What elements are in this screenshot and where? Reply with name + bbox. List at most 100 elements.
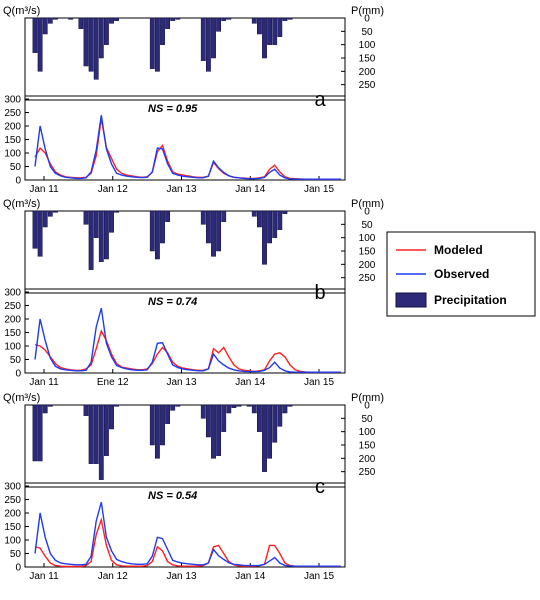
precip-bar xyxy=(109,17,114,24)
ns-annotation: NS = 0.74 xyxy=(148,296,197,308)
x-tick-label: Ene 12 xyxy=(97,377,129,388)
precip-bar xyxy=(226,17,232,20)
precip-bar xyxy=(277,404,283,427)
precip-bar xyxy=(256,210,262,228)
x-tick-label: Jan 12 xyxy=(98,571,128,582)
flow-tick-label: 150 xyxy=(4,522,21,533)
precip-bar xyxy=(221,17,227,21)
x-tick-label: Jan 15 xyxy=(304,571,334,582)
precip-bar xyxy=(165,210,171,222)
precip-bar xyxy=(262,17,267,59)
precip-bar xyxy=(246,404,252,407)
precip-bar xyxy=(52,17,58,20)
precip-bar xyxy=(98,17,104,59)
precip-bar xyxy=(170,17,176,21)
flow-tick-label: 100 xyxy=(4,149,21,160)
precip-bar xyxy=(216,17,222,32)
precip-bar xyxy=(103,404,109,456)
precip-bar xyxy=(200,404,206,419)
precip-bar xyxy=(272,210,278,238)
q-axis-label: Q(m³/s) xyxy=(3,392,40,404)
precip-bar xyxy=(256,17,262,35)
flow-tick-label: 150 xyxy=(4,135,21,146)
flow-tick-label: 50 xyxy=(10,355,22,366)
precip-bar xyxy=(37,404,43,462)
precip-bar xyxy=(103,17,109,45)
precip-bar xyxy=(103,210,109,260)
precip-bar xyxy=(109,404,114,430)
precip-bar xyxy=(205,210,211,244)
precip-bar xyxy=(262,210,267,265)
precip-bar xyxy=(88,404,94,464)
x-tick-label: Jan 14 xyxy=(235,571,265,582)
series-line-observed xyxy=(34,502,341,567)
x-tick-label: Jan 11 xyxy=(29,184,59,195)
precip-bar xyxy=(52,210,58,213)
flow-tick-label: 250 xyxy=(4,301,21,312)
precip-tick-label: 0 xyxy=(364,207,370,218)
precip-bar xyxy=(236,404,242,407)
precip-bar xyxy=(149,404,155,446)
precip-bar xyxy=(47,404,53,407)
precip-bar xyxy=(42,17,48,35)
flow-tick-label: 150 xyxy=(4,328,21,339)
legend-observed-label: Observed xyxy=(434,267,489,281)
flow-tick-label: 250 xyxy=(4,495,21,506)
flow-tick-label: 0 xyxy=(15,369,21,380)
precip-frame xyxy=(24,17,346,101)
x-tick-label: Jan 12 xyxy=(98,184,128,195)
precip-bar xyxy=(160,404,165,446)
precip-bar xyxy=(114,210,120,213)
flow-tick-label: 200 xyxy=(4,122,21,133)
flow-tick-label: 100 xyxy=(4,536,21,547)
flow-frame xyxy=(24,482,346,568)
precip-bar xyxy=(200,17,206,61)
precip-tick-label: 50 xyxy=(361,414,373,425)
precip-bar xyxy=(251,17,257,24)
x-tick-label: Jan 13 xyxy=(166,571,196,582)
precip-bar xyxy=(272,404,278,443)
precip-bar xyxy=(88,210,94,270)
precip-bar xyxy=(154,210,160,260)
precip-bar xyxy=(98,404,104,480)
precip-bar xyxy=(32,17,38,53)
precip-bar xyxy=(93,17,99,80)
precip-bar xyxy=(165,404,171,424)
legend-precipitation-swatch xyxy=(395,292,427,308)
flow-tick-label: 200 xyxy=(4,315,21,326)
precip-bar xyxy=(251,210,257,217)
series-line-modeled xyxy=(34,118,341,180)
x-tick-label: Jan 13 xyxy=(166,184,196,195)
series-line-observed xyxy=(34,115,341,180)
precip-bar xyxy=(262,404,267,472)
precip-bar xyxy=(175,17,181,20)
precip-tick-label: 100 xyxy=(359,427,376,438)
precip-tick-label: 150 xyxy=(359,441,376,452)
precip-bar xyxy=(32,210,38,249)
x-tick-label: Jan 13 xyxy=(166,377,196,388)
precip-tick-label: 0 xyxy=(364,401,370,412)
flow-tick-label: 300 xyxy=(4,95,21,106)
precip-tick-label: 50 xyxy=(361,27,373,38)
precip-bar xyxy=(287,17,293,20)
q-axis-label: Q(m³/s) xyxy=(3,198,40,210)
precip-bar xyxy=(272,17,278,45)
p-axis-label: P(mm) xyxy=(351,198,384,210)
precip-bar xyxy=(37,17,43,72)
panel-letter: b xyxy=(314,282,325,304)
precip-bar xyxy=(160,17,165,45)
precip-bar xyxy=(226,404,232,414)
precip-bar xyxy=(216,404,222,456)
precip-bar xyxy=(231,404,237,408)
flow-tick-label: 250 xyxy=(4,108,21,119)
flow-tick-label: 50 xyxy=(10,162,22,173)
precip-bar xyxy=(267,210,273,244)
precip-bar xyxy=(267,17,273,45)
precip-bar xyxy=(287,404,293,407)
precip-bar xyxy=(83,404,89,416)
precip-bar xyxy=(154,17,160,72)
precip-bar xyxy=(93,210,99,238)
panel-letter: a xyxy=(314,89,326,111)
precip-bar xyxy=(282,210,288,214)
